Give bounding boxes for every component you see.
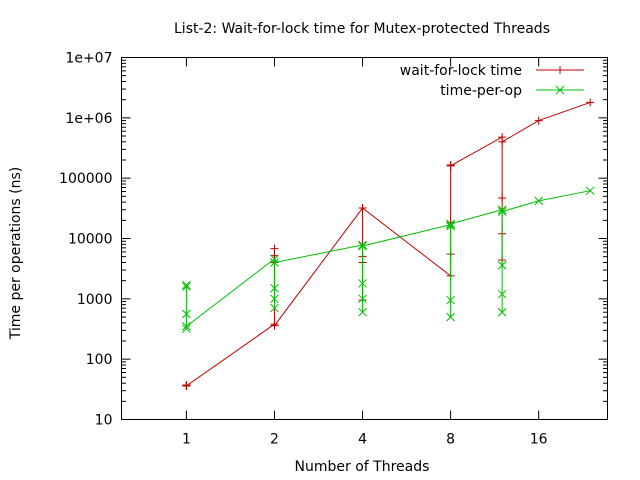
data-point xyxy=(270,244,279,253)
y-axis-label: Time per operations (ns) xyxy=(8,167,24,340)
data-point xyxy=(358,241,367,251)
data-point xyxy=(182,381,191,390)
data-point xyxy=(270,303,279,313)
data-point xyxy=(446,161,455,170)
x-tick-label: 2 xyxy=(270,432,279,448)
data-point xyxy=(497,205,507,215)
axis-ticks: 10 100 1000 10000 100000 1e+06 1e+07 1 2 4 8 16 xyxy=(59,51,608,448)
data-point xyxy=(358,240,367,250)
plot-frame xyxy=(121,57,608,420)
data-point xyxy=(498,137,507,146)
series-1 xyxy=(182,186,595,334)
x-axis-label: Number of Threads xyxy=(295,459,430,475)
x-tick-label: 8 xyxy=(446,432,455,448)
y-tick-label: 10000 xyxy=(68,232,113,248)
data-point xyxy=(270,254,279,264)
data-point xyxy=(534,116,543,125)
legend-label: wait-for-lock time xyxy=(400,63,522,79)
data-point xyxy=(358,279,367,288)
y-tick-label: 100 xyxy=(86,352,113,368)
y-tick-label: 100000 xyxy=(59,171,112,187)
data-point xyxy=(358,294,367,304)
data-point xyxy=(446,295,455,305)
data-point xyxy=(446,220,455,229)
data-point xyxy=(497,307,507,317)
legend-marker xyxy=(556,66,564,74)
data-point xyxy=(446,219,455,229)
y-tick-label: 1e+06 xyxy=(65,111,112,127)
data-point xyxy=(358,307,367,317)
chart-title: List-2: Wait-for-lock time for Mutex-pro… xyxy=(174,21,550,37)
legend: wait-for-lock time time-per-op xyxy=(400,63,584,99)
legend-label: time-per-op xyxy=(440,83,522,99)
data-point xyxy=(446,312,455,322)
data-point xyxy=(358,204,367,213)
x-tick-label: 16 xyxy=(530,432,548,448)
data-point xyxy=(497,289,507,299)
data-point xyxy=(534,196,544,206)
series-line xyxy=(185,190,591,329)
data-point xyxy=(270,258,279,267)
data-point xyxy=(182,282,191,291)
data-point xyxy=(182,321,191,331)
series-line xyxy=(185,101,591,387)
data-point xyxy=(497,260,507,270)
data-point xyxy=(182,324,191,334)
data-point xyxy=(270,283,279,293)
x-tick-label: 1 xyxy=(182,432,191,448)
data-point xyxy=(585,186,595,196)
data-point xyxy=(497,207,507,216)
series-layer xyxy=(182,98,595,390)
data-point xyxy=(446,221,455,231)
data-point xyxy=(270,321,279,330)
data-point xyxy=(586,98,595,107)
data-point xyxy=(270,294,279,304)
y-tick-label: 1e+07 xyxy=(65,51,112,67)
legend-marker xyxy=(555,85,565,95)
y-tick-label: 1000 xyxy=(77,292,113,308)
data-point xyxy=(182,309,191,319)
x-tick-label: 4 xyxy=(358,432,367,448)
data-point xyxy=(182,280,191,290)
series-0 xyxy=(182,98,595,390)
data-point xyxy=(498,193,507,202)
y-tick-label: 10 xyxy=(95,413,113,429)
